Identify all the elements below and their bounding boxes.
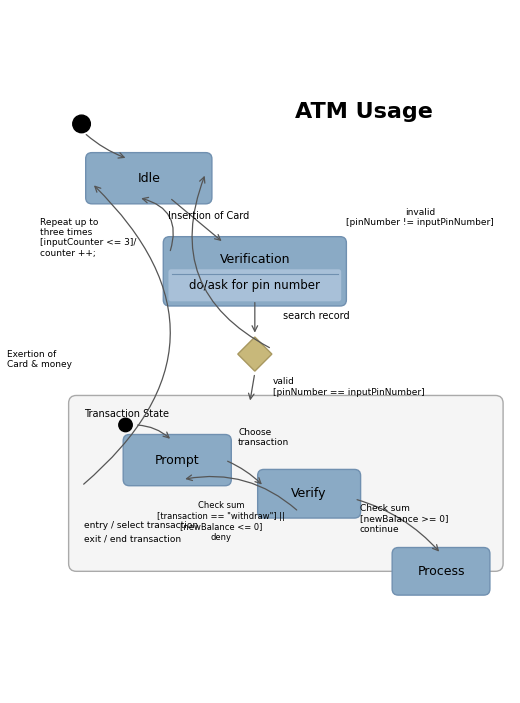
Text: Prompt: Prompt [155,453,200,467]
FancyBboxPatch shape [86,153,212,204]
Text: Check sum
[transaction == "withdraw"] ||
[newBalance <= 0]
deny: Check sum [transaction == "withdraw"] ||… [157,501,285,542]
Text: Process: Process [417,565,465,578]
Text: invalid
[pinNumber != inputPinNumber]: invalid [pinNumber != inputPinNumber] [346,208,494,227]
Text: Verification: Verification [219,254,290,266]
FancyBboxPatch shape [392,548,490,595]
FancyBboxPatch shape [163,237,346,306]
Text: ATM Usage: ATM Usage [294,102,433,122]
Text: valid
[pinNumber == inputPinNumber]: valid [pinNumber == inputPinNumber] [273,378,424,397]
Text: search record: search record [283,311,350,321]
Text: Idle: Idle [137,172,160,185]
Text: Choose
transaction: Choose transaction [238,428,289,447]
FancyBboxPatch shape [258,470,360,518]
FancyBboxPatch shape [123,434,231,486]
Text: Transaction State: Transaction State [84,409,169,420]
Text: do/ask for pin number: do/ask for pin number [189,279,320,292]
Polygon shape [238,337,272,371]
Text: Insertion of Card: Insertion of Card [167,211,249,221]
FancyBboxPatch shape [69,396,503,572]
Text: entry / select transaction: entry / select transaction [84,521,198,530]
Text: Exertion of
Card & money: Exertion of Card & money [7,349,72,369]
Text: Check sum
[newBalance >= 0]
continue: Check sum [newBalance >= 0] continue [359,504,448,534]
Text: exit / end transaction: exit / end transaction [84,535,181,544]
FancyBboxPatch shape [168,269,341,302]
Text: Verify: Verify [291,487,327,501]
Text: Repeat up to
three times
[inputCounter <= 3]/
counter ++;: Repeat up to three times [inputCounter <… [40,218,137,258]
Circle shape [73,115,90,133]
Circle shape [119,418,132,432]
FancyBboxPatch shape [168,245,341,276]
